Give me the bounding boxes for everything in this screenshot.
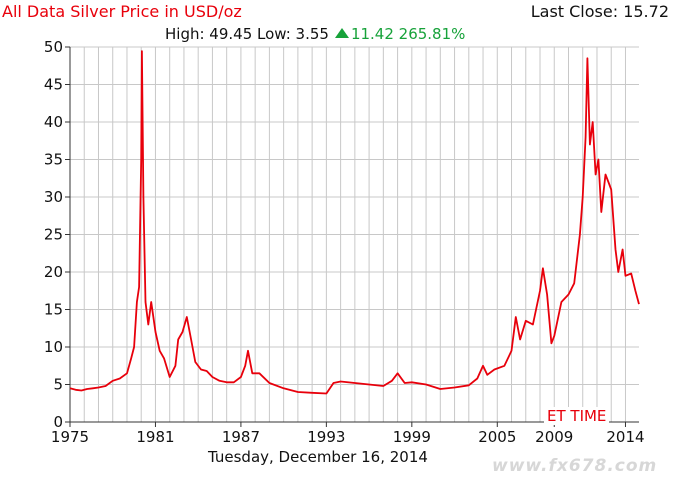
x-tick-label: 1981 xyxy=(136,428,174,446)
y-tick-label: 10 xyxy=(44,338,63,356)
y-tick-label: 15 xyxy=(44,301,63,319)
y-tick-label: 50 xyxy=(44,38,63,56)
x-tick-label: 2005 xyxy=(478,428,516,446)
up-arrow-icon xyxy=(334,28,349,38)
watermark: www.fx678.com xyxy=(492,456,658,476)
change-text: 11.42 265.81% xyxy=(350,25,466,43)
high-low-summary: High: 49.45 Low: 3.55 11.42 265.81% xyxy=(165,25,465,43)
y-tick-label: 25 xyxy=(44,226,63,244)
x-tick-label: 1999 xyxy=(393,428,431,446)
y-tick-label: 35 xyxy=(44,151,63,169)
last-close-label: Last Close: 15.72 xyxy=(530,2,669,21)
x-tick-label: 1975 xyxy=(51,428,89,446)
x-tick-label: 2009 xyxy=(535,428,573,446)
x-tick-label: 1993 xyxy=(307,428,345,446)
y-tick-label: 20 xyxy=(44,263,63,281)
date-caption: Tuesday, December 16, 2014 xyxy=(208,448,428,466)
y-tick-label: 45 xyxy=(44,76,63,94)
y-tick-label: 30 xyxy=(44,188,63,206)
y-tick-label: 5 xyxy=(53,376,63,394)
y-tick-label: 0 xyxy=(53,413,63,431)
silver-price-line xyxy=(69,50,640,395)
et-time-label: ET TIME xyxy=(544,407,610,425)
high-low-text: High: 49.45 Low: 3.55 xyxy=(165,25,329,43)
chart-title: All Data Silver Price in USD/oz xyxy=(2,2,242,21)
x-tick-label: 1987 xyxy=(222,428,260,446)
y-tick-label: 40 xyxy=(44,113,63,131)
x-tick-label: 2014 xyxy=(606,428,644,446)
